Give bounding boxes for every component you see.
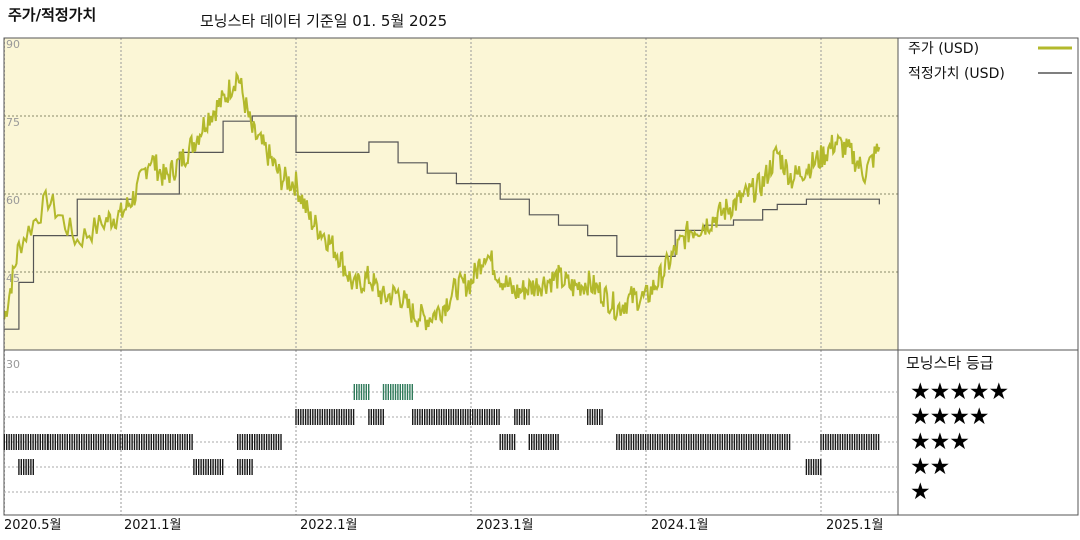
rating-segment xyxy=(528,434,559,450)
x-tick-label: 2023.1월 xyxy=(476,518,534,533)
price-line xyxy=(3,70,881,331)
y-tick-label: 75 xyxy=(6,116,20,129)
rating-segment xyxy=(368,409,384,425)
fair-value-line xyxy=(4,115,880,330)
rating-row-3-stars: ★★★ xyxy=(910,429,970,455)
rating-segment xyxy=(353,384,370,400)
rating-row-5-stars: ★★★★★ xyxy=(910,379,1009,405)
rating-segment xyxy=(499,434,516,450)
rating-row-4-stars: ★★★★ xyxy=(910,404,989,430)
rating-row-2-stars: ★★ xyxy=(910,454,950,480)
rating-segment xyxy=(251,434,282,450)
rating-segment xyxy=(236,434,253,450)
rating-row-1-star: ★ xyxy=(910,479,931,505)
rating-legend-title: 모닝스타 등급 xyxy=(906,354,994,372)
data-date-subtitle: 모닝스타 데이터 기준일 01. 5월 2025 xyxy=(200,12,448,30)
rating-segment xyxy=(193,459,224,475)
x-tick-label: 2020.5월 xyxy=(4,518,62,533)
rating-segment xyxy=(236,459,253,475)
rating-segment xyxy=(382,384,413,400)
y-tick-label: 30 xyxy=(6,358,20,371)
legend-price-label: 주가 (USD) xyxy=(908,41,980,57)
y-tick-label: 60 xyxy=(6,194,20,207)
rating-segment xyxy=(47,434,193,450)
rating-segment xyxy=(514,409,530,425)
x-tick-label: 2025.1월 xyxy=(826,518,884,533)
rating-segment xyxy=(412,409,500,425)
x-tick-label: 2024.1월 xyxy=(651,518,709,533)
rating-segment xyxy=(805,459,822,475)
page-title: 주가/적정가치 xyxy=(8,6,97,24)
rating-segment xyxy=(616,434,791,450)
legend-panel-border xyxy=(897,37,1079,516)
x-tick-label: 2022.1월 xyxy=(300,518,358,533)
rating-segment xyxy=(587,409,603,425)
rating-segment xyxy=(18,459,34,475)
rating-segment xyxy=(295,409,355,425)
x-tick-label: 2021.1월 xyxy=(124,518,182,533)
y-tick-label: 90 xyxy=(6,38,20,51)
rating-segment xyxy=(820,434,880,450)
legend-fair-value-label: 적정가치 (USD) xyxy=(908,66,1005,82)
